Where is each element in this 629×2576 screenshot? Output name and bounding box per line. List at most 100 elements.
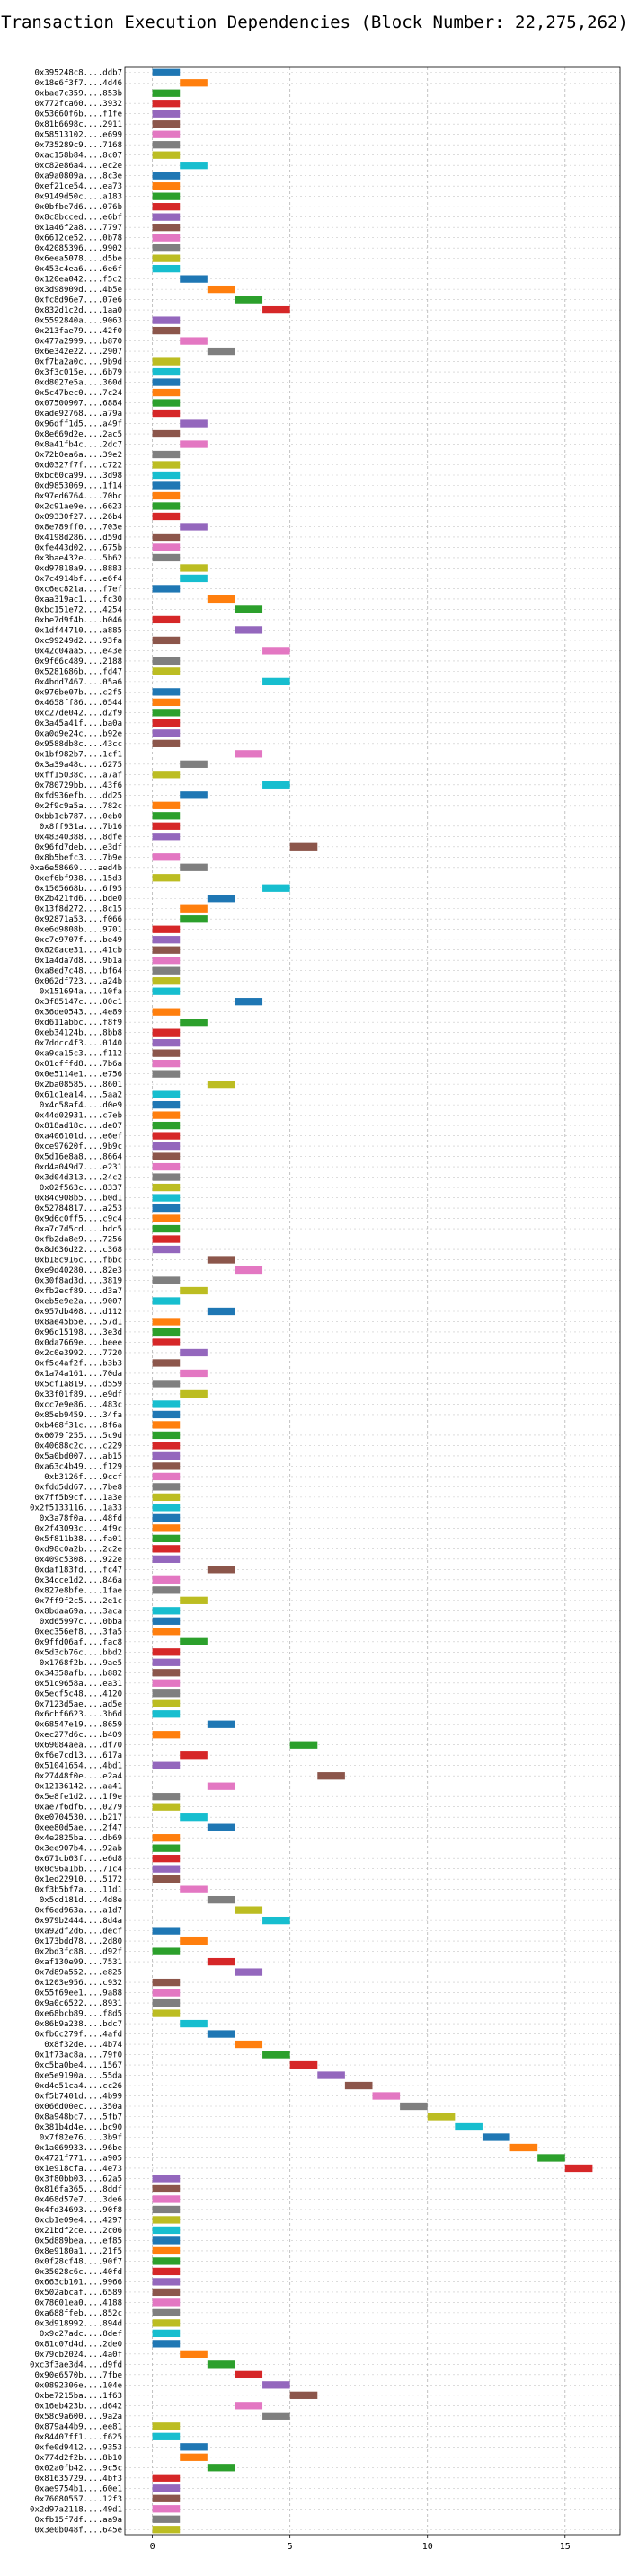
tx-bar <box>152 1834 181 1842</box>
tx-bar <box>152 234 181 242</box>
tx-bar <box>152 719 181 727</box>
tx-bar <box>152 1472 181 1481</box>
tx-label: 0x5d3cb76c....bbd2 <box>34 1648 122 1657</box>
tx-label: 0x9d6c0ff5....c9c4 <box>34 1215 122 1224</box>
tx-label: 0x0f28cf48....90f7 <box>34 2257 122 2266</box>
tx-label: 0xec356ef8....3fa5 <box>34 1628 122 1636</box>
tx-bar <box>152 1451 181 1460</box>
tx-label: 0xa7c7d5cd....bdc5 <box>34 1225 122 1234</box>
tx-label: 0x2d97a2118....49d1 <box>30 2505 122 2514</box>
tx-label: 0x6eea5078....d5be <box>34 255 122 264</box>
tx-bar <box>152 1100 181 1109</box>
tx-bar <box>180 337 208 345</box>
tx-bar <box>207 1256 235 1264</box>
tx-label: 0x4e2825ba....db69 <box>34 1834 122 1843</box>
tx-label: 0x1203e956....c932 <box>34 1979 122 1988</box>
tx-label: 0x213fae79....42f0 <box>34 327 122 336</box>
tx-bar <box>262 884 290 892</box>
tx-bar <box>152 1318 181 1326</box>
tx-label: 0x1a069933....96be <box>34 2144 122 2153</box>
tx-label: 0x9f66c489....2188 <box>34 657 122 666</box>
tx-label: 0xee80d5ae....2f47 <box>34 1824 122 1833</box>
tx-bar <box>180 1286 208 1295</box>
tx-bar <box>564 2164 593 2173</box>
tx-label: 0x671cb03f....e6d8 <box>34 1855 122 1864</box>
tx-bar <box>152 1070 181 1078</box>
tx-label: 0x774d2f2b....8b10 <box>34 2454 122 2463</box>
tx-label: 0x52784817....a253 <box>34 1204 122 1213</box>
tx-bar <box>152 502 181 510</box>
tx-bar <box>152 957 181 965</box>
tx-bar <box>152 2474 181 2482</box>
tx-bar <box>152 326 181 335</box>
tx-bar <box>152 833 181 841</box>
tx-bar <box>235 605 263 613</box>
tx-label: 0x8c8bcced....e6bf <box>34 214 122 223</box>
tx-label: 0x8b5befc3....7b9e <box>34 853 122 862</box>
tx-bar <box>180 1813 208 1822</box>
tx-bar <box>180 1936 208 1945</box>
tx-bar <box>152 822 181 830</box>
tx-bar <box>152 1380 181 1388</box>
tx-bar <box>152 1483 181 1491</box>
tx-bar <box>262 647 290 655</box>
tx-bar <box>180 1751 208 1760</box>
tx-bar <box>152 1658 181 1666</box>
tx-label: 0x2c91ae9e....6623 <box>34 502 122 511</box>
tx-bar <box>152 1183 181 1192</box>
tx-label: 0x1f73ac8a....79f0 <box>34 2051 122 2060</box>
tx-label: 0xbe7d9f4b....b046 <box>34 616 122 625</box>
tx-label: 0x9ffd06af....fac8 <box>34 1638 122 1647</box>
tx-label: 0x7123d5ae....ad5e <box>34 1700 122 1709</box>
tx-label: 0xd8027e5a....360d <box>34 379 122 388</box>
tx-label: 0x9149d50c....a183 <box>34 193 122 202</box>
tx-label: 0x3a45a41f....ba0a <box>34 719 122 728</box>
tx-label: 0x2f43093c....4f9c <box>34 1524 122 1533</box>
tx-bar <box>152 1927 181 1935</box>
tx-label: 0x1a4da7d8....9b1a <box>34 957 122 966</box>
tx-bar <box>235 1906 263 1914</box>
tx-bar <box>152 110 181 118</box>
tx-label: 0x957db408....d112 <box>34 1308 122 1317</box>
tx-label: 0x1df44710....a885 <box>34 626 122 635</box>
tx-label: 0x6612ce52....0b78 <box>34 234 122 243</box>
tx-bar <box>152 1297 181 1305</box>
tx-bar <box>207 1895 235 1904</box>
tx-label: 0xf7ba2a0c....9b9d <box>34 358 122 367</box>
tx-bar <box>152 533 181 542</box>
tx-bar <box>152 481 181 490</box>
tx-label: 0x0c96a1bb....71c4 <box>34 1866 122 1875</box>
tx-bar <box>180 863 208 871</box>
tx-label: 0x0079f255....5c9d <box>34 1432 122 1441</box>
tx-label: 0xd611abbc....f8f9 <box>34 1019 122 1028</box>
tx-label: 0x01cfffd8....7b6a <box>34 1060 122 1069</box>
tx-bar <box>152 1039 181 1047</box>
tx-bar <box>152 1421 181 1429</box>
tx-bar <box>152 1710 181 1718</box>
tx-bar <box>289 1741 318 1749</box>
tx-bar <box>152 203 181 211</box>
tx-label: 0x81635729....4bf3 <box>34 2475 122 2483</box>
tx-bar <box>152 2422 181 2430</box>
tx-label: 0x173bdd78....2d80 <box>34 1937 122 1946</box>
x-tick-label: 5 <box>288 2542 293 2552</box>
tx-bar <box>152 1803 181 1811</box>
tx-label: 0xfb15f7df....aa9a <box>34 2516 122 2525</box>
tx-label: 0x453c4ea6....6e6f <box>34 265 122 274</box>
tx-bar <box>152 2515 181 2523</box>
tx-bar <box>152 399 181 407</box>
tx-bar <box>262 2381 290 2389</box>
tx-label: 0x8ae45b5e....57d1 <box>34 1318 122 1327</box>
tx-bar <box>152 1224 181 1233</box>
tx-label: 0x33f01f89....e9df <box>34 1390 122 1399</box>
tx-bar <box>152 2526 181 2534</box>
tx-bar <box>152 378 181 386</box>
tx-bar <box>152 471 181 480</box>
tx-label: 0xb3126f....9ccf <box>44 1473 122 1482</box>
tx-bar <box>152 1679 181 1687</box>
tx-label: 0x4fd34693....90f8 <box>34 2206 122 2215</box>
tx-label: 0xc99249d2....93fa <box>34 637 122 646</box>
tx-bar <box>152 429 181 438</box>
tx-bar <box>235 750 263 758</box>
tx-label: 0x81c07d4d....2de0 <box>34 2340 122 2349</box>
